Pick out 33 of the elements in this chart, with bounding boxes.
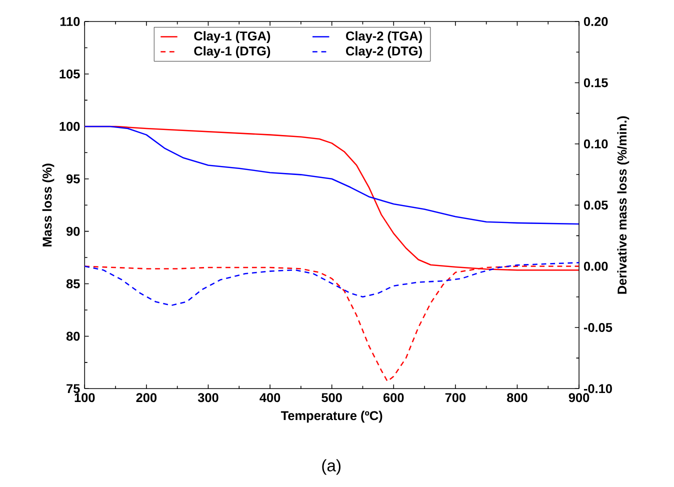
y-axis-title: Mass loss (%) <box>42 164 54 247</box>
x-tick-label: 100 <box>74 393 95 402</box>
y2-tick-label: 0.20 <box>584 17 608 26</box>
y2-tick-label: -0.10 <box>584 384 612 394</box>
x-tick-label: 700 <box>445 393 466 402</box>
x-tick-label: 300 <box>198 393 218 402</box>
legend-label: Clay-2 (TGA) <box>346 31 422 44</box>
x-tick-label: 900 <box>568 393 590 402</box>
x-tick-label: 600 <box>383 393 404 402</box>
legend-label: Clay-1 (TGA) <box>194 31 270 44</box>
y-tick-label: 100 <box>60 122 80 132</box>
y-tick-label: 80 <box>66 332 80 341</box>
y2-axis-title: Derivative mass loss (%/min.) <box>617 116 630 294</box>
legend-label: Clay-2 (DTG) <box>346 46 422 58</box>
x-tick-label: 800 <box>507 393 528 402</box>
y-tick-label: 95 <box>66 174 80 184</box>
y-tick-label: 75 <box>66 384 80 394</box>
line-series <box>84 126 580 225</box>
y-tick-label: 105 <box>60 70 80 79</box>
x-tick-label: 400 <box>260 393 280 402</box>
y2-tick-label: 0.00 <box>584 262 608 272</box>
y2-tick-label: -0.05 <box>584 323 612 332</box>
y2-tick-label: 0.10 <box>584 140 608 149</box>
y-tick-label: 110 <box>60 17 80 26</box>
text: (a) <box>322 459 340 475</box>
x-tick-label: 200 <box>136 393 157 402</box>
x-axis-title: Temperature (ºC) <box>280 411 382 423</box>
y-tick-label: 85 <box>66 279 80 288</box>
y-tick-label: 90 <box>66 227 80 236</box>
y2-tick-label: 0.05 <box>584 200 608 210</box>
legend-label: Clay-1 (DTG) <box>194 46 270 58</box>
x-tick-label: 500 <box>322 393 342 402</box>
y2-tick-label: 0.15 <box>584 78 608 88</box>
